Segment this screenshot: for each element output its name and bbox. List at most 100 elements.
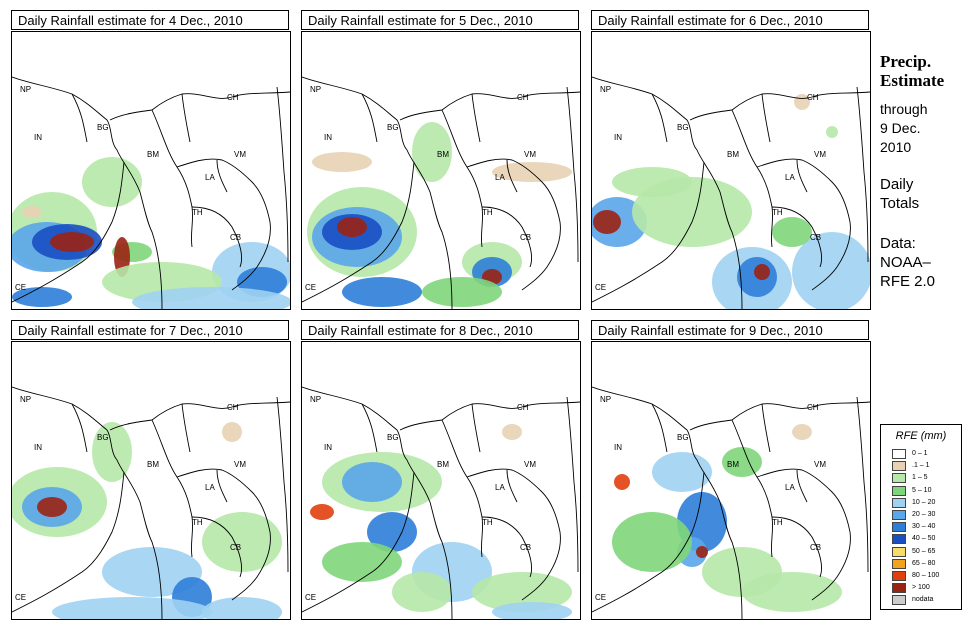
country-label-th: TH	[192, 208, 203, 217]
rainfall-map: NP IN BG CH BM VM LA TH CB CE	[11, 341, 291, 620]
legend-label: 0 – 1	[912, 450, 928, 457]
border-line	[151, 109, 194, 248]
country-label-th: TH	[772, 208, 783, 217]
rainfall-patch	[614, 474, 630, 490]
legend-swatch	[892, 461, 906, 472]
border-line	[761, 403, 771, 453]
country-label-ch: CH	[807, 93, 819, 102]
country-label-ce: CE	[305, 593, 316, 602]
country-label-bg: BG	[387, 433, 399, 442]
border-line	[481, 206, 533, 268]
legend-swatch	[892, 534, 906, 545]
country-label-cb: CB	[230, 543, 241, 552]
rainfall-patch	[696, 546, 708, 558]
map-svg: NP IN BG CH BM VM LA TH CB CE	[302, 76, 580, 309]
border-line	[399, 91, 580, 121]
rainfall-map: NP IN BG CH BM VM LA TH CB CE	[11, 31, 291, 310]
country-label-vm: VM	[234, 150, 246, 159]
legend-swatch	[892, 571, 906, 581]
rainfall-patch	[342, 462, 402, 502]
legend-label: 5 – 10	[912, 486, 932, 494]
country-label-vm: VM	[814, 460, 826, 469]
panel-title: Daily Rainfall estimate for 5 Dec., 2010	[301, 10, 579, 30]
border-line	[361, 403, 378, 453]
rainfall-patch	[52, 597, 212, 619]
border-line	[856, 396, 869, 573]
country-label-np: NP	[20, 395, 31, 404]
data-line3: RFE 2.0	[880, 273, 936, 290]
border-line	[361, 93, 378, 143]
border-line	[566, 396, 579, 573]
country-label-la: LA	[495, 483, 505, 492]
rainfall-patch	[82, 157, 142, 207]
panel-title: Daily Rainfall estimate for 6 Dec., 2010	[591, 10, 869, 30]
border-line	[771, 516, 823, 578]
country-label-ce: CE	[15, 593, 26, 602]
border-line	[756, 468, 851, 601]
country-label-ch: CH	[517, 93, 529, 102]
date-line1: 9 Dec.	[880, 120, 921, 136]
legend-swatch	[892, 595, 906, 606]
legend-label: > 100	[912, 584, 930, 592]
country-label-th: TH	[772, 518, 783, 527]
border-line	[466, 468, 561, 601]
country-label-ce: CE	[595, 593, 606, 602]
rainfall-patch	[322, 542, 402, 582]
country-label-th: TH	[482, 518, 493, 527]
border-line	[731, 419, 774, 558]
country-label-in: IN	[324, 443, 332, 452]
country-label-ch: CH	[227, 93, 239, 102]
border-line	[191, 516, 243, 578]
rainfall-patch	[367, 512, 417, 552]
data-source-text: Data: NOAA– RFE 2.0	[880, 234, 935, 291]
side-title-line1: Precip.	[880, 52, 932, 71]
border-line	[216, 469, 228, 503]
country-label-bm: BM	[147, 150, 159, 159]
country-label-th: TH	[482, 208, 493, 217]
country-label-ch: CH	[517, 403, 529, 412]
country-label-la: LA	[205, 483, 215, 492]
rainfall-patch	[310, 504, 334, 520]
country-label-in: IN	[614, 133, 622, 142]
rainfall-patch	[593, 210, 621, 234]
map-panel-dec7: Daily Rainfall estimate for 7 Dec., 2010…	[11, 320, 291, 620]
border-line	[441, 419, 484, 558]
rfe-legend: RFE (mm) 0 – 1 .1 – 1 1 – 5 5 – 10 10 – 20 20…	[880, 424, 962, 610]
country-label-bg: BG	[97, 433, 109, 442]
border-line	[12, 471, 125, 613]
legend-swatch	[892, 473, 906, 484]
rainfall-patch	[202, 597, 282, 619]
border-line	[12, 161, 125, 303]
rainfall-patch	[792, 424, 812, 440]
country-label-in: IN	[614, 443, 622, 452]
country-label-ch: CH	[807, 403, 819, 412]
rainfall-patch	[722, 447, 762, 477]
border-line	[651, 403, 668, 453]
border-line	[399, 401, 580, 431]
country-label-vm: VM	[524, 460, 536, 469]
country-label-ce: CE	[305, 283, 316, 292]
country-label-np: NP	[600, 85, 611, 94]
legend-label: 65 – 80	[912, 559, 936, 567]
legend-label: nodata	[912, 596, 934, 604]
rainfall-patch	[826, 126, 838, 138]
border-line	[856, 86, 869, 263]
border-line	[302, 471, 415, 613]
map-panel-dec8: Daily Rainfall estimate for 8 Dec., 2010…	[301, 320, 581, 620]
legend-swatch	[892, 510, 906, 520]
country-label-np: NP	[20, 85, 31, 94]
country-label-bm: BM	[727, 460, 739, 469]
panel-title: Daily Rainfall estimate for 7 Dec., 2010	[11, 320, 289, 340]
legend-title: RFE (mm)	[895, 430, 947, 442]
border-line	[71, 93, 88, 143]
country-label-th: TH	[192, 518, 203, 527]
border-line	[151, 419, 194, 558]
country-label-bm: BM	[727, 150, 739, 159]
legend-swatch	[892, 546, 906, 557]
country-label-in: IN	[34, 443, 42, 452]
daily-line2: Totals	[880, 195, 920, 212]
rainfall-patch	[222, 422, 242, 442]
rainfall-patch	[772, 217, 812, 247]
border-line	[176, 468, 271, 601]
country-label-bg: BG	[677, 123, 689, 132]
